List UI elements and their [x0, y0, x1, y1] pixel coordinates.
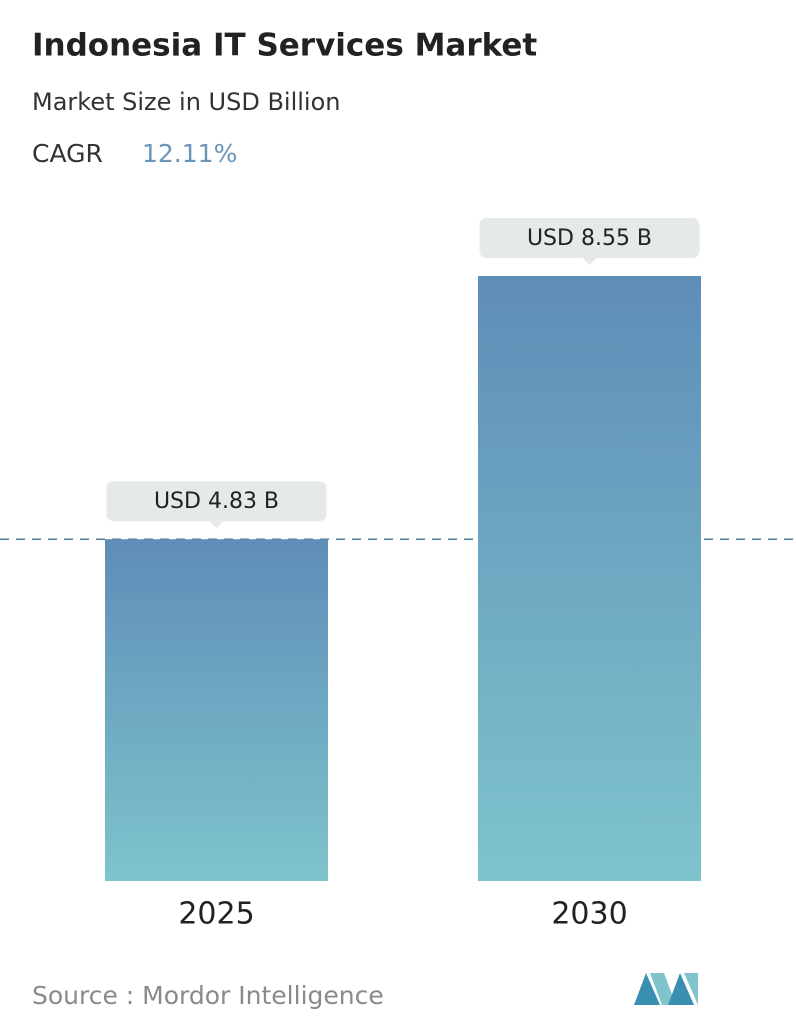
x-tick-label: 2025	[178, 897, 254, 932]
value-label-box	[479, 218, 700, 258]
value-label-pointer	[582, 258, 597, 265]
chart-title: Indonesia IT Services Market	[32, 28, 537, 64]
value-label-box	[106, 481, 327, 522]
cagr-label: CAGR	[32, 139, 103, 168]
logo	[634, 973, 698, 1005]
value-label: USD 8.55 B	[527, 226, 652, 251]
x-tick-label: 2030	[551, 897, 627, 932]
value-label: USD 4.83 B	[154, 489, 279, 514]
cagr-value: 12.11%	[142, 139, 237, 168]
bar	[478, 276, 701, 881]
chart-subtitle: Market Size in USD Billion	[32, 88, 340, 116]
value-label-pointer	[209, 521, 224, 529]
source: Source : Mordor Intelligence	[32, 981, 384, 1010]
bar	[105, 539, 328, 881]
